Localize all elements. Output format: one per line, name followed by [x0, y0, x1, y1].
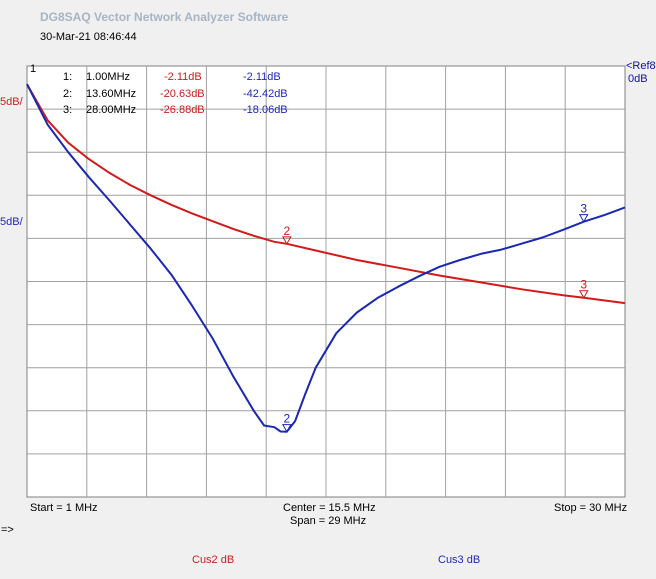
scale-label-blue: 5dB/	[0, 216, 23, 228]
arrow-label: =>	[1, 524, 14, 536]
marker-3-cus2-label: 3	[580, 278, 587, 292]
series-line-cus3	[26, 83, 626, 433]
marker-row-3-freq: 28.00MHz	[86, 104, 137, 116]
timestamp: 30-Mar-21 08:46:44	[40, 31, 137, 43]
marker-row-3-v1: -26.88dB	[160, 104, 205, 116]
marker-row-2-v1: -20.63dB	[160, 88, 205, 100]
marker-3-cus3-triangle	[578, 214, 589, 223]
marker-2-cus3-label: 2	[283, 412, 290, 426]
marker-row-2-freq: 13.60MHz	[86, 88, 137, 100]
marker-row-1-v1: -2.11dB	[164, 71, 202, 83]
axis-center: Center = 15.5 MHz	[283, 502, 376, 514]
marker-2-cus3-triangle	[281, 424, 292, 433]
marker-row-3-num: 3:	[63, 104, 73, 116]
marker-row-1-num: 1:	[63, 71, 73, 83]
axis-stop: Stop = 30 MHz	[554, 502, 628, 514]
axis-span: Span = 29 MHz	[290, 515, 367, 527]
marker-row-1-freq: 1.00MHz	[86, 71, 131, 83]
app-title: DG8SAQ Vector Network Analyzer Software	[40, 10, 289, 24]
marker-3-cus3-label: 3	[580, 202, 587, 216]
marker-2-cus2-triangle	[281, 236, 292, 245]
legend-cus3[interactable]: Cus3 dB	[438, 554, 481, 566]
ref-value: 0dB	[628, 73, 648, 85]
marker-3-cus2-triangle	[578, 290, 589, 299]
marker-row-2-v2: -42.42dB	[243, 88, 288, 100]
marker-row-3-v2: -18.06dB	[243, 104, 288, 116]
legend-cus2[interactable]: Cus2 dB	[192, 554, 235, 566]
scale-label-red: 5dB/	[0, 96, 23, 108]
marker-2-cus2-label: 2	[283, 224, 290, 238]
marker-row-2-num: 2:	[63, 88, 73, 100]
axis-start: Start = 1 MHz	[30, 502, 98, 514]
ref-label: <Ref8	[626, 60, 656, 72]
marker-row-1-v2: -2.11dB	[243, 71, 281, 83]
marker-1-top-label: 1	[30, 63, 37, 75]
series-line-cus2	[26, 83, 626, 305]
